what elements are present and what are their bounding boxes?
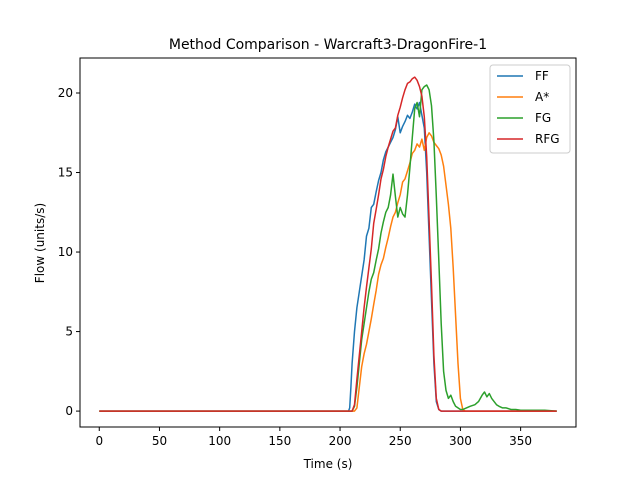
chart-title: Method Comparison - Warcraft3-DragonFire… <box>169 37 487 53</box>
y-axis-label: Flow (units/s) <box>33 203 47 283</box>
x-axis-label: Time (s) <box>303 457 353 471</box>
series-line-rfg <box>99 76 557 412</box>
x-tick-label: 0 <box>95 434 103 448</box>
legend-label: FG <box>535 111 551 125</box>
x-axis: 0 50 100 150 200 250 300 350 <box>95 427 532 448</box>
plot-series-group <box>99 76 557 412</box>
series-line-fg <box>99 84 557 412</box>
x-tick-label: 300 <box>449 434 472 448</box>
x-tick-label: 350 <box>509 434 532 448</box>
y-tick-label: 15 <box>58 166 73 180</box>
legend-box <box>489 64 571 154</box>
legend-label: FF <box>535 69 549 83</box>
legend-label: RFG <box>535 132 560 146</box>
series-line-a <box>99 132 557 412</box>
plot-frame <box>79 57 577 428</box>
y-axis: 0 5 10 15 20 <box>58 86 80 418</box>
legend: FF A* FG RFG <box>489 64 571 154</box>
legend-label: A* <box>535 90 549 104</box>
y-tick-label: 0 <box>65 404 73 418</box>
x-tick-label: 150 <box>268 434 291 448</box>
x-tick-label: 250 <box>389 434 412 448</box>
x-tick-label: 100 <box>208 434 231 448</box>
y-tick-label: 5 <box>65 325 73 339</box>
x-tick-label: 50 <box>152 434 167 448</box>
y-tick-label: 10 <box>58 245 73 259</box>
y-tick-label: 20 <box>58 86 73 100</box>
x-tick-label: 200 <box>329 434 352 448</box>
series-line-ff <box>99 101 557 412</box>
